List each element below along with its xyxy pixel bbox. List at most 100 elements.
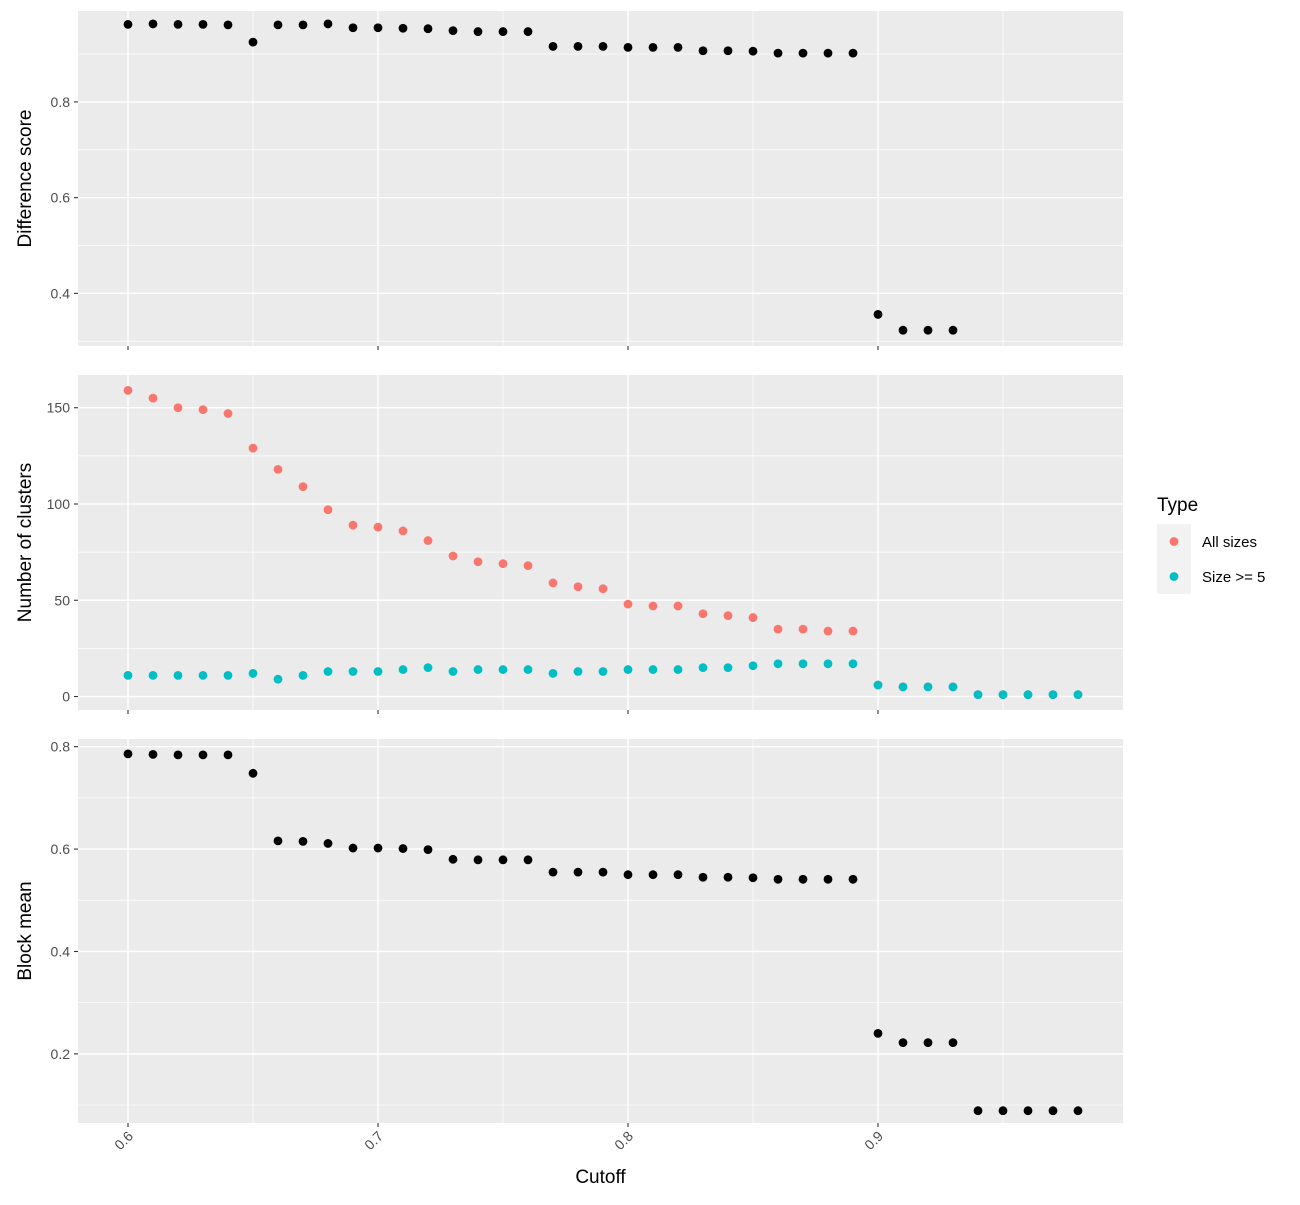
- data-point: [898, 682, 908, 692]
- data-point: [823, 659, 833, 669]
- data-point: [698, 609, 708, 619]
- data-point: [773, 48, 783, 58]
- data-point: [373, 522, 383, 532]
- data-point: [598, 867, 608, 877]
- x-tick-label: 0.7: [361, 1128, 386, 1153]
- data-point: [348, 843, 358, 853]
- data-point: [498, 27, 508, 36]
- data-point: [423, 536, 433, 545]
- data-point: [173, 403, 183, 413]
- data-point: [173, 670, 183, 680]
- y-tick-label: 0.6: [51, 190, 71, 206]
- y-axis-title: Difference score: [15, 110, 36, 248]
- data-point: [223, 409, 233, 418]
- data-point: [1048, 690, 1058, 699]
- data-point: [623, 665, 633, 674]
- data-point: [248, 768, 258, 778]
- data-point: [623, 870, 633, 880]
- data-point: [448, 551, 458, 561]
- data-point: [1023, 690, 1033, 699]
- y-tick-label: 0.4: [51, 943, 71, 959]
- data-point: [273, 836, 283, 846]
- data-point: [248, 37, 258, 47]
- data-point: [373, 23, 383, 33]
- data-point: [923, 682, 933, 692]
- data-point: [298, 670, 308, 680]
- data-point: [473, 27, 483, 36]
- data-point: [298, 20, 308, 30]
- data-point: [598, 42, 608, 51]
- data-point: [523, 27, 533, 36]
- legend-key: [1169, 537, 1179, 546]
- panel-background: [78, 375, 1123, 710]
- panel-background: [78, 739, 1123, 1123]
- data-point: [548, 669, 558, 678]
- data-point: [798, 659, 808, 669]
- data-point: [648, 42, 658, 52]
- data-point: [573, 667, 583, 676]
- legend-key: [1169, 572, 1179, 581]
- data-point: [723, 611, 733, 621]
- data-point: [898, 325, 908, 335]
- data-point: [423, 24, 433, 34]
- data-point: [848, 48, 858, 58]
- data-point: [748, 661, 758, 671]
- data-point: [473, 855, 483, 865]
- data-point: [748, 873, 758, 883]
- data-point: [173, 750, 183, 760]
- y-tick-label: 0.8: [51, 94, 71, 110]
- data-point: [298, 482, 308, 492]
- y-tick-label: 0.6: [51, 841, 71, 857]
- data-point: [323, 667, 333, 676]
- data-point: [148, 670, 158, 680]
- data-point: [823, 48, 833, 58]
- y-tick-label: 0.8: [51, 739, 71, 755]
- data-point: [798, 48, 808, 58]
- data-point: [398, 665, 408, 674]
- data-point: [248, 443, 258, 453]
- data-point: [198, 20, 208, 29]
- data-point: [523, 561, 533, 571]
- data-point: [198, 750, 208, 760]
- data-point: [198, 405, 208, 415]
- y-axis-title: Block mean: [15, 881, 36, 980]
- data-point: [448, 667, 458, 676]
- data-point: [998, 690, 1008, 699]
- data-point: [298, 837, 308, 846]
- data-point: [573, 42, 583, 51]
- data-point: [748, 613, 758, 622]
- data-point: [223, 670, 233, 680]
- data-point: [248, 669, 258, 678]
- legend-label: All sizes: [1202, 534, 1257, 551]
- legend-title: Type: [1157, 495, 1198, 516]
- data-point: [948, 1038, 958, 1048]
- y-tick-label: 0.2: [51, 1046, 71, 1062]
- data-point: [448, 854, 458, 864]
- data-point: [698, 663, 708, 673]
- data-point: [973, 690, 983, 699]
- data-point: [348, 520, 358, 530]
- data-point: [523, 665, 533, 674]
- data-point: [573, 867, 583, 877]
- data-point: [498, 559, 508, 569]
- data-point: [848, 659, 858, 669]
- data-point: [748, 46, 758, 56]
- y-tick-label: 0.4: [51, 285, 71, 301]
- data-point: [348, 667, 358, 676]
- x-tick-label: 0.6: [111, 1128, 136, 1153]
- data-point: [498, 855, 508, 865]
- data-point: [273, 674, 283, 684]
- data-point: [473, 557, 483, 567]
- data-point: [798, 874, 808, 884]
- data-point: [523, 855, 533, 865]
- data-point: [1023, 1106, 1033, 1116]
- data-point: [123, 670, 133, 680]
- data-point: [548, 578, 558, 588]
- data-point: [623, 42, 633, 52]
- data-point: [673, 665, 683, 674]
- data-point: [198, 670, 208, 680]
- y-axis-title: Number of clusters: [15, 463, 36, 622]
- data-point: [648, 601, 658, 611]
- data-point: [323, 505, 333, 515]
